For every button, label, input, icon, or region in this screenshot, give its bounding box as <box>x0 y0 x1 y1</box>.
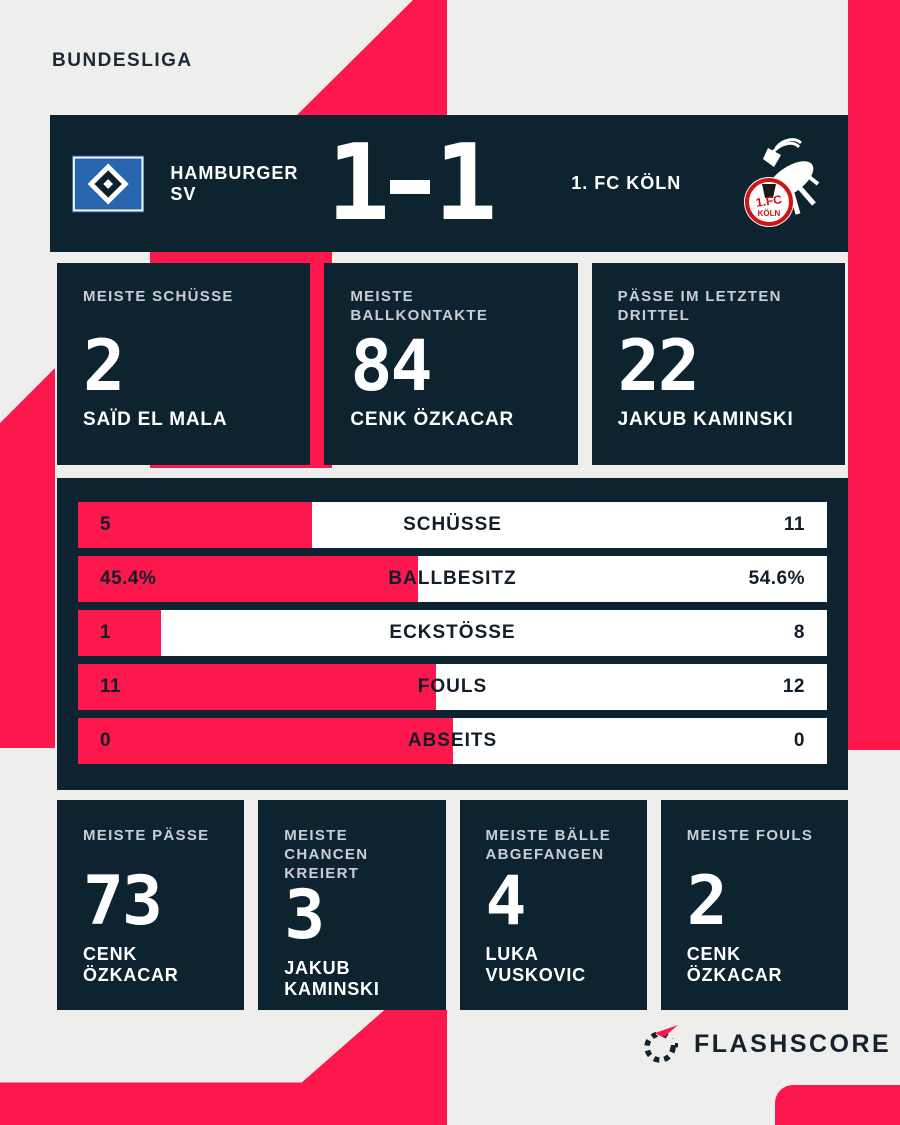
stat-card-value: 22 <box>617 325 700 407</box>
away-score: 1 <box>434 122 497 244</box>
stat-card-most-touches: MEISTE BALLKONTAKTE 84 CENK ÖZKACAR <box>324 263 578 465</box>
flashscore-wordmark: FLASHSCORE <box>694 1029 892 1058</box>
stat-card-value: 3 <box>284 876 325 955</box>
home-score: 1 <box>326 122 390 244</box>
bar-stat-label: ECKSTÖSSE <box>389 622 516 643</box>
bar-stat-label: FOULS <box>417 676 488 697</box>
stat-card-value: 2 <box>686 862 728 941</box>
flashscore-logo-icon <box>644 1025 678 1063</box>
stat-bar-abseits: 0 ABSEITS 0 <box>78 718 827 764</box>
flashscore-brand: FLASHSCORE <box>640 1020 891 1068</box>
match-score: 1 1 <box>326 122 497 244</box>
deco-right-band <box>848 0 900 750</box>
deco-bottom-right-band <box>775 1085 900 1125</box>
stat-card-player: CENK ÖZKACAR <box>350 409 515 430</box>
bar-away-value: 12 <box>782 676 805 697</box>
scoreboard: HAMBURGER SV 1 1 1. FC KÖLN <box>50 115 848 252</box>
stat-card-player: SAÏD EL MALA <box>83 409 228 430</box>
stat-card-most-interceptions: MEISTE BÄLLE ABGEFANGEN 4 LUKA VUSKOVIC <box>459 800 647 1010</box>
home-bar-fill <box>78 556 419 602</box>
stat-card-label: MEISTE PÄSSE <box>83 827 210 844</box>
svg-text:1.FC: 1.FC <box>755 192 783 210</box>
stat-card-value: 4 <box>485 862 527 941</box>
stat-card-player: JAKUB KAMINSKI <box>617 409 794 430</box>
bar-stat-label: ABSEITS <box>407 730 498 751</box>
stat-card-label: MEISTE BALLKONTAKTE <box>350 288 489 325</box>
stat-card-player: JAKUB KAMINSKI <box>284 958 380 999</box>
stat-bar-eckstoesse: 1 ECKSTÖSSE 8 <box>78 610 827 656</box>
bar-home-value: 11 <box>100 676 122 697</box>
deco-left-band <box>0 368 55 748</box>
stat-card-value: 73 <box>83 862 163 941</box>
stat-card-player: CENK ÖZKACAR <box>686 944 783 985</box>
stat-card-label: MEISTE BÄLLE ABGEFANGEN <box>485 827 612 864</box>
stat-card-most-passes: MEISTE PÄSSE 73 CENK ÖZKACAR <box>57 800 245 1010</box>
top-stat-cards: MEISTE SCHÜSSE 2 SAÏD EL MALA MEISTE BAL… <box>57 263 845 465</box>
stat-bar-schuesse: 5 SCHÜSSE 11 <box>78 502 827 548</box>
hsv-logo-icon <box>72 155 145 212</box>
koeln-logo-icon: 1.FC KÖLN <box>744 137 820 227</box>
svg-text:KÖLN: KÖLN <box>758 209 781 218</box>
home-bar-fill <box>78 664 437 710</box>
stat-card-label: MEISTE FOULS <box>686 827 814 844</box>
league-title: BUNDESLIGA <box>52 50 193 71</box>
bottom-stat-cards: MEISTE PÄSSE 73 CENK ÖZKACAR MEISTE CHAN… <box>57 800 848 1010</box>
deco-top-slash <box>297 0 447 115</box>
away-team-name: 1. FC KÖLN <box>571 173 682 193</box>
bar-stat-label: BALLBESITZ <box>388 568 517 589</box>
bar-away-value: 0 <box>793 730 805 751</box>
stat-card-player: LUKA VUSKOVIC <box>485 944 586 985</box>
stat-card-label: PÄSSE IM LETZTEN DRITTEL <box>617 288 782 325</box>
score-dash-icon <box>390 179 430 194</box>
stat-card-value: 84 <box>350 325 432 407</box>
deco-bottom-band <box>0 1010 447 1125</box>
home-team-name: HAMBURGER SV <box>170 162 299 204</box>
stat-card-most-shots: MEISTE SCHÜSSE 2 SAÏD EL MALA <box>57 263 311 465</box>
stat-card-final-third-passes: PÄSSE IM LETZTEN DRITTEL 22 JAKUB KAMINS… <box>591 263 845 465</box>
bar-away-value: 54.6% <box>748 568 805 589</box>
stat-bar-fouls: 11 FOULS 12 <box>78 664 827 710</box>
bar-home-value: 1 <box>100 622 112 643</box>
stat-card-most-chances-created: MEISTE CHANCEN KREIERT 3 JAKUB KAMINSKI <box>258 800 446 1010</box>
stat-card-label: MEISTE CHANCEN KREIERT <box>284 827 369 883</box>
stat-card-player: CENK ÖZKACAR <box>83 944 179 985</box>
comparison-stats-panel: 5 SCHÜSSE 11 45.4% BALLBESITZ 54.6% 1 EC… <box>57 478 848 790</box>
bar-home-value: 5 <box>100 514 112 535</box>
bar-home-value: 45.4% <box>100 568 157 589</box>
home-bar-fill <box>78 610 162 656</box>
bar-away-value: 11 <box>783 514 805 535</box>
home-team: HAMBURGER SV <box>72 115 327 252</box>
home-bar-fill <box>78 718 453 764</box>
stat-bar-ballbesitz: 45.4% BALLBESITZ 54.6% <box>78 556 827 602</box>
bar-away-value: 8 <box>793 622 805 643</box>
bar-stat-label: SCHÜSSE <box>403 514 502 535</box>
bar-home-value: 0 <box>100 730 112 751</box>
stat-card-label: MEISTE SCHÜSSE <box>83 288 234 305</box>
stat-card-most-fouls: MEISTE FOULS 2 CENK ÖZKACAR <box>660 800 848 1010</box>
stat-card-value: 2 <box>83 325 125 407</box>
home-bar-fill <box>78 502 313 548</box>
away-team: 1. FC KÖLN 1.FC KÖLN <box>493 115 826 252</box>
